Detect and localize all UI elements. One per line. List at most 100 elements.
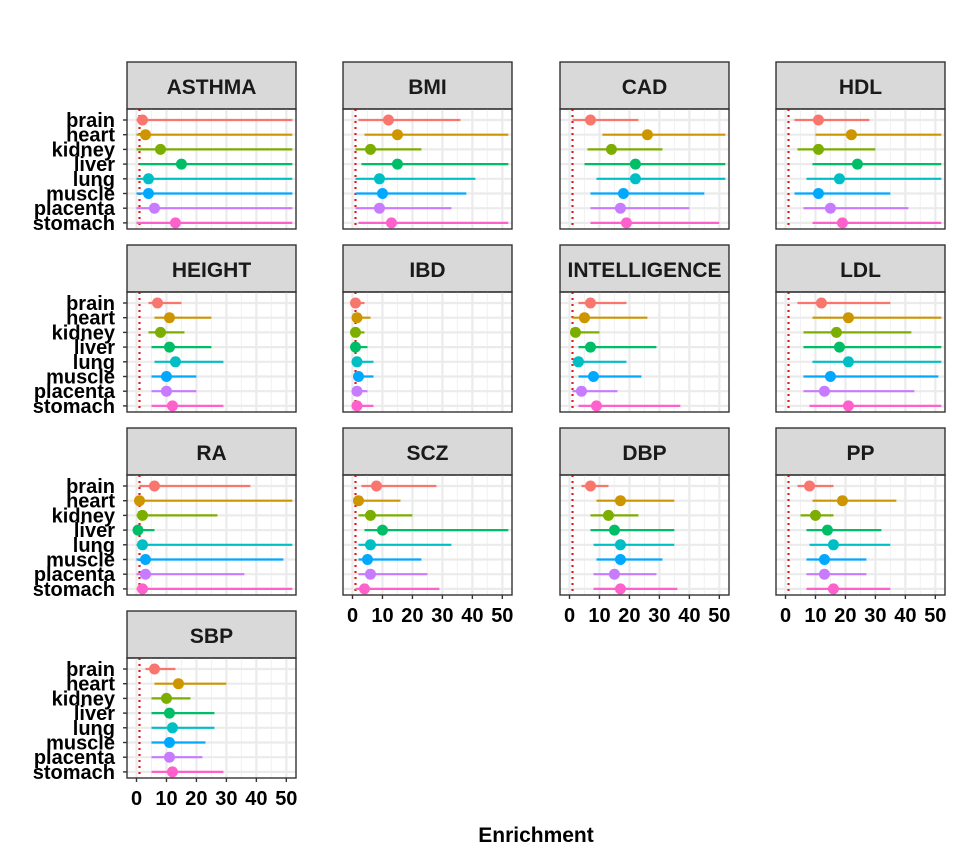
point-placenta <box>824 202 836 214</box>
point-stomach <box>590 400 602 412</box>
facet-strip <box>559 244 730 293</box>
y-label-placenta: placenta <box>34 747 116 769</box>
point-lung <box>614 539 626 551</box>
point-kidney <box>349 326 361 338</box>
point-heart <box>352 495 364 507</box>
point-brain <box>136 114 148 126</box>
y-label-lung: lung <box>73 169 115 191</box>
point-liver <box>163 341 175 353</box>
facet-panels: ASTHMAbrainheartkidneyliverlungmusclepla… <box>33 61 946 810</box>
point-brain <box>815 297 827 309</box>
y-label-liver: liver <box>74 703 115 725</box>
point-placenta <box>364 568 376 580</box>
point-kidney <box>364 143 376 155</box>
y-label-lung: lung <box>73 718 115 740</box>
point-heart <box>163 312 175 324</box>
y-label-muscle: muscle <box>46 367 115 389</box>
point-kidney <box>364 509 376 521</box>
facet-strip <box>126 61 297 110</box>
panel-body <box>343 292 512 412</box>
y-label-brain: brain <box>66 293 115 315</box>
facet-strip <box>126 427 297 476</box>
panel-body <box>127 475 296 595</box>
point-heart <box>842 312 854 324</box>
point-heart <box>836 495 848 507</box>
facet-title: SBP <box>190 625 233 648</box>
point-placenta <box>373 202 385 214</box>
panel-body <box>127 292 296 412</box>
x-tick-label: 30 <box>431 605 453 627</box>
x-tick-label: 20 <box>834 605 856 627</box>
point-kidney <box>154 326 166 338</box>
x-tick-label: 10 <box>588 605 610 627</box>
panel-border <box>559 108 730 230</box>
point-heart <box>614 495 626 507</box>
point-placenta <box>818 568 830 580</box>
point-stomach <box>358 583 370 595</box>
panel-body <box>776 109 945 229</box>
point-lung <box>827 539 839 551</box>
facet-ldl: LDL <box>775 244 946 413</box>
point-lung <box>842 356 854 368</box>
panel-body <box>560 475 729 595</box>
x-tick-label: 50 <box>924 605 946 627</box>
point-brain <box>584 480 596 492</box>
y-label-muscle: muscle <box>46 184 115 206</box>
point-kidney <box>602 509 614 521</box>
x-tick-label: 0 <box>564 605 575 627</box>
panel-border <box>126 474 297 596</box>
point-heart <box>133 495 145 507</box>
y-label-muscle: muscle <box>46 733 115 755</box>
point-muscle <box>163 737 175 748</box>
point-lung <box>572 356 584 368</box>
point-liver <box>851 158 863 170</box>
point-liver <box>584 341 596 353</box>
point-placenta <box>148 202 160 214</box>
x-axis-title: Enrichment <box>478 824 594 847</box>
x-tick-label: 30 <box>648 605 670 627</box>
y-label-kidney: kidney <box>52 505 116 527</box>
point-stomach <box>836 217 848 229</box>
facet-strip <box>126 244 297 293</box>
facet-strip <box>342 427 513 476</box>
point-placenta <box>351 385 363 397</box>
point-heart <box>641 129 653 141</box>
facet-dbp: DBP 0 10 20 30 40 50 <box>559 427 730 627</box>
point-placenta <box>575 385 587 397</box>
point-stomach <box>169 217 181 229</box>
y-label-lung: lung <box>73 535 115 557</box>
point-liver <box>349 341 361 353</box>
x-tick-label: 0 <box>780 605 791 627</box>
point-brain <box>812 114 824 126</box>
point-lung <box>136 539 148 551</box>
point-brain <box>148 663 160 675</box>
facet-strip <box>559 427 730 476</box>
point-kidney <box>154 143 166 155</box>
point-stomach <box>620 217 632 229</box>
y-label-stomach: stomach <box>33 762 115 784</box>
facet-strip <box>559 61 730 110</box>
facet-asthma: ASTHMA brainheartkidneyliverlungmusclepla… <box>33 61 297 235</box>
facet-title: IBD <box>409 259 445 282</box>
y-label-kidney: kidney <box>52 139 116 161</box>
point-stomach <box>827 583 839 595</box>
panel-border <box>559 474 730 596</box>
panel-border <box>126 291 297 413</box>
x-tick-label: 40 <box>678 605 700 627</box>
facet-intelligence: INTELLIGENCE <box>559 244 730 413</box>
point-stomach <box>166 766 178 778</box>
point-placenta <box>139 568 151 580</box>
x-tick-label: 20 <box>618 605 640 627</box>
panel-border <box>342 474 513 596</box>
y-label-kidney: kidney <box>52 688 116 710</box>
y-label-liver: liver <box>74 337 115 359</box>
point-muscle <box>824 371 836 382</box>
point-muscle <box>361 554 373 565</box>
point-liver <box>132 524 144 536</box>
point-liver <box>833 341 845 353</box>
y-label-heart: heart <box>66 491 115 513</box>
panel-border <box>775 291 946 413</box>
facet-title: HDL <box>839 76 882 99</box>
point-heart <box>391 129 403 141</box>
point-muscle <box>818 554 830 565</box>
